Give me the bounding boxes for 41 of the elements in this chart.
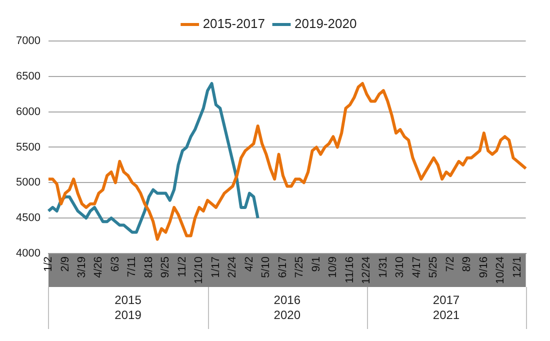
y-tick-label: 6000 [16, 106, 40, 118]
x-tick-label: 10/9 [327, 256, 340, 278]
x-tick-label: 6/3 [109, 256, 122, 272]
text: 2015 2019 [114, 292, 142, 322]
x-tick-label: 12/24 [360, 256, 373, 284]
x-tick-label: 1/17 [210, 256, 222, 278]
y-tick-label: 4500 [16, 212, 40, 224]
x-tick-label: 5/25 [428, 256, 440, 278]
y-tick-label: 4000 [16, 248, 40, 260]
x-tick-label: 2/24 [226, 256, 239, 278]
x-tick-label: 8/18 [142, 256, 155, 278]
x-tick-label: 11/16 [344, 256, 356, 284]
y-tick-label: 5500 [16, 141, 40, 154]
x-tick-label: 9/16 [478, 256, 490, 278]
y-tick-label: 7000 [16, 35, 40, 48]
x-tick-label: 6/17 [276, 256, 289, 278]
x-tick-label: 4/17 [410, 256, 423, 278]
x-tick-label: 1/31 [377, 256, 390, 278]
y-tick-label: 6500 [16, 70, 40, 82]
x-tick-label: 4/2 [243, 256, 256, 272]
x-tick-label: 11/2 [176, 256, 188, 278]
x-tick-label: 7/25 [294, 256, 306, 278]
x-tick-label: 12/10 [193, 256, 206, 284]
x-tick-label: 4/26 [92, 256, 105, 278]
x-tick-label: 12/1 [511, 256, 524, 278]
x-tick-label: 9/25 [160, 256, 172, 278]
y-tick-label: 5000 [16, 176, 40, 189]
x-tick-label: 3/19 [76, 256, 88, 278]
text: 2017 2021 [432, 292, 460, 322]
x-tick-label: 7/2 [444, 256, 456, 272]
text: 2016 2020 [274, 292, 301, 322]
x-tick-label: 7/11 [126, 256, 138, 278]
x-tick-label: 8/9 [461, 256, 474, 272]
x-tick-label: 2/9 [59, 256, 72, 272]
x-tick-label: 1/2 [42, 256, 54, 272]
x-tick-label: 3/10 [394, 256, 406, 278]
x-tick-label: 10/24 [494, 256, 507, 284]
x-tick-label: 9/1 [310, 256, 322, 272]
legend-label: 2019-2020 [294, 16, 357, 32]
x-tick-label: 5/10 [260, 256, 272, 278]
legend-label: 2015-2017 [202, 16, 266, 32]
